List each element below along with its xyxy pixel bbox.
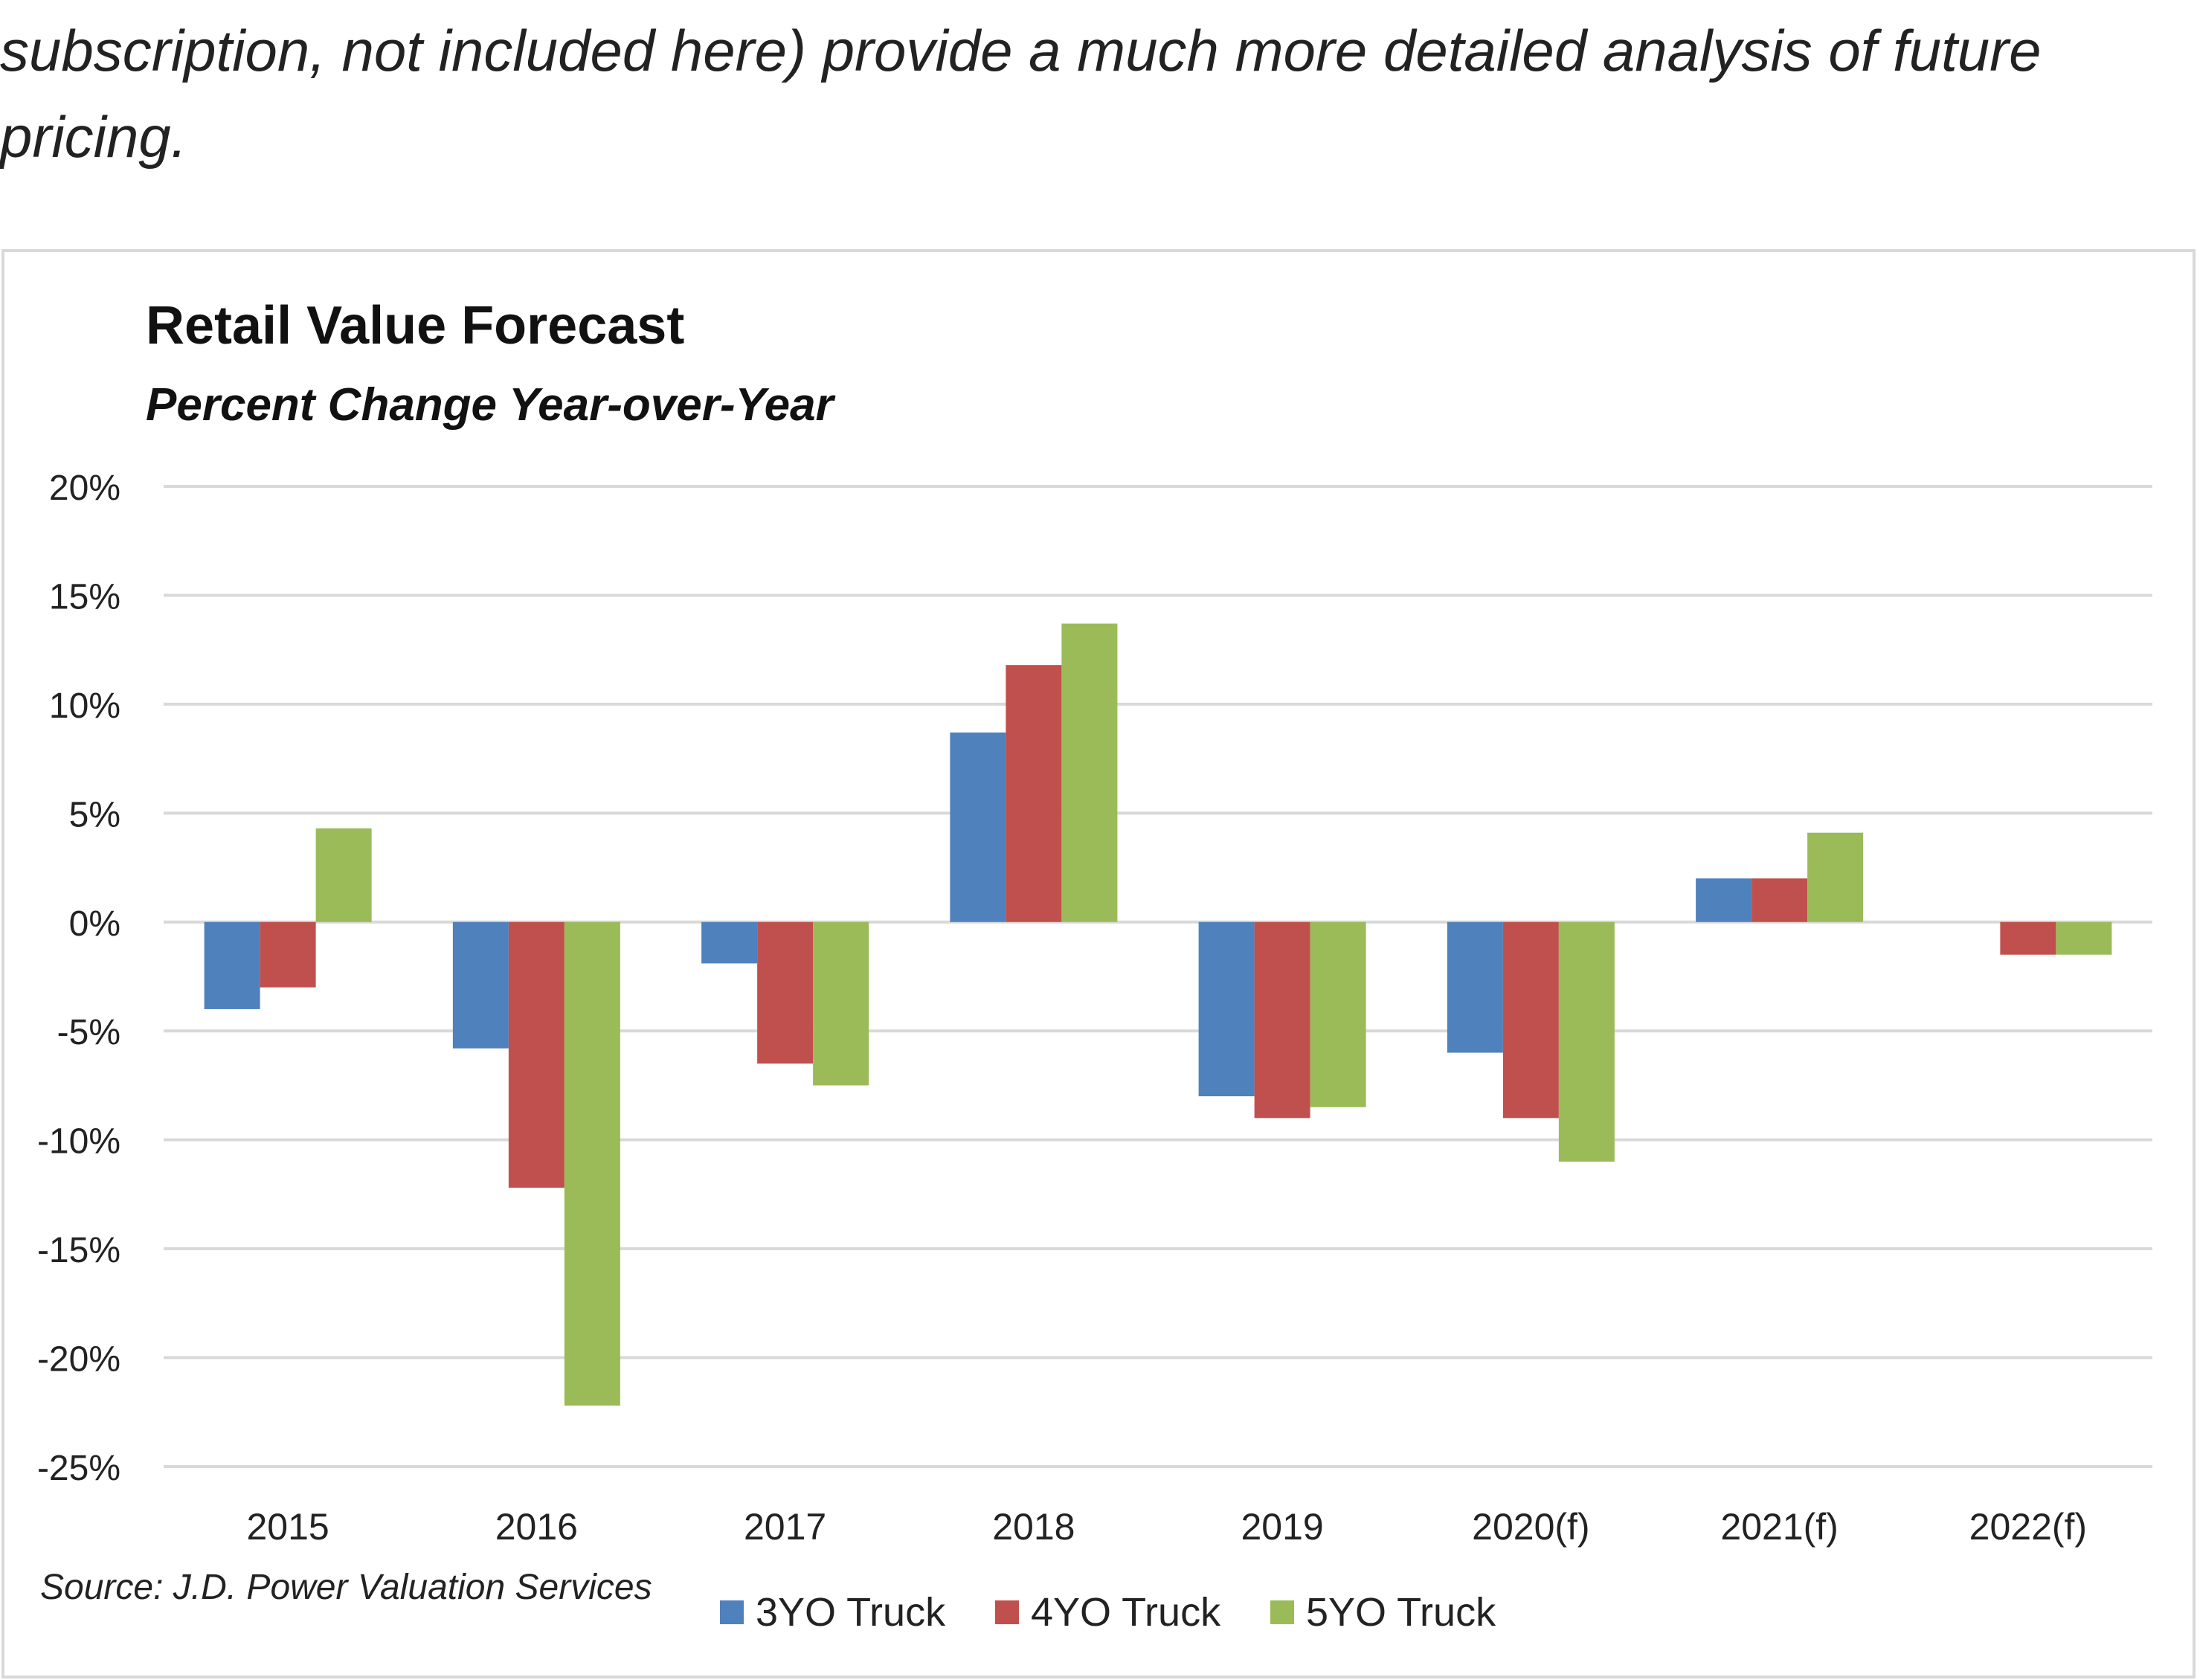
bar-5yo-truck-2021-f: [1807, 832, 1864, 922]
bar-4yo-truck-2022-f: [2000, 921, 2056, 955]
bar-5yo-truck-2016: [564, 921, 620, 1406]
intro-paragraph: subscription, not included here) provide…: [0, 18, 2042, 170]
bar-3yo-truck-2021-f: [1696, 878, 1752, 922]
legend-swatch-4yo-truck: [995, 1600, 1019, 1624]
bar-3yo-truck-2017: [701, 921, 758, 964]
x-tick-label-2021-f: 2021(f): [1720, 1506, 1838, 1548]
y-tick-label: 15%: [49, 577, 120, 617]
legend-label-3yo-truck: 3YO Truck: [756, 1590, 946, 1635]
bar-5yo-truck-2017: [813, 921, 869, 1086]
x-tick-label-2015: 2015: [247, 1506, 329, 1548]
bar-4yo-truck-2016: [508, 921, 564, 1188]
bar-4yo-truck-2020-f: [1502, 921, 1559, 1119]
y-tick-label: -10%: [37, 1122, 120, 1162]
bar-4yo-truck-2019: [1254, 921, 1310, 1119]
bar-5yo-truck-2018: [1061, 623, 1118, 922]
y-tick-label: -20%: [37, 1340, 120, 1380]
bar-4yo-truck-2021-f: [1752, 878, 1808, 922]
y-tick-label: -15%: [37, 1231, 120, 1270]
legend: 3YO Truck 4YO Truck 5YO Truck: [720, 1590, 1496, 1635]
chart-frame: [1, 249, 2196, 1679]
legend-swatch-5yo-truck: [1270, 1600, 1294, 1624]
x-tick-label-2016: 2016: [495, 1506, 578, 1548]
x-tick-label-2018: 2018: [992, 1506, 1075, 1548]
y-tick-label: -5%: [57, 1013, 120, 1052]
bar-3yo-truck-2018: [950, 732, 1006, 922]
x-tick-label-2022-f: 2022(f): [1969, 1506, 2087, 1548]
y-tick-label: 0%: [69, 904, 120, 944]
y-axis-tick-labels: 20% 15% 10% 5% 0% -5% -10% -15% -20% -25%: [37, 469, 120, 1488]
bar-3yo-truck-2020-f: [1447, 921, 1503, 1053]
bar-3yo-truck-2016: [452, 921, 509, 1049]
legend-label-4yo-truck: 4YO Truck: [1031, 1590, 1221, 1635]
chart-subtitle: Percent Change Year-over-Year: [146, 379, 836, 431]
x-tick-label-2020-f: 2020(f): [1472, 1506, 1589, 1548]
bar-5yo-truck-2022-f: [2056, 921, 2112, 955]
bar-5yo-truck-2019: [1310, 921, 1366, 1107]
bar-3yo-truck-2019: [1198, 921, 1255, 1097]
chart-title: Retail Value Forecast: [146, 296, 684, 355]
bar-3yo-truck-2015: [204, 921, 260, 1009]
x-tick-label-2017: 2017: [744, 1506, 826, 1548]
legend-label-5yo-truck: 5YO Truck: [1306, 1590, 1496, 1635]
y-tick-label: -25%: [37, 1449, 120, 1488]
bar-4yo-truck-2018: [1006, 665, 1062, 922]
bar-series: [204, 623, 2112, 1406]
y-tick-label: 20%: [49, 469, 120, 508]
x-axis-tick-labels: 2015 2016 2017 2018 2019 2020(f) 2021(f) 2022(f…: [247, 1506, 2088, 1548]
x-tick-label-2019: 2019: [1241, 1506, 1324, 1548]
y-tick-label: 5%: [69, 795, 120, 834]
bar-5yo-truck-2020-f: [1558, 921, 1615, 1162]
y-tick-label: 10%: [49, 686, 120, 726]
bar-4yo-truck-2015: [260, 921, 316, 988]
bar-5yo-truck-2015: [315, 828, 372, 922]
chart-source: Source: J.D. Power Valuation Services: [40, 1568, 652, 1607]
legend-swatch-3yo-truck: [720, 1600, 744, 1624]
bar-4yo-truck-2017: [757, 921, 814, 1064]
